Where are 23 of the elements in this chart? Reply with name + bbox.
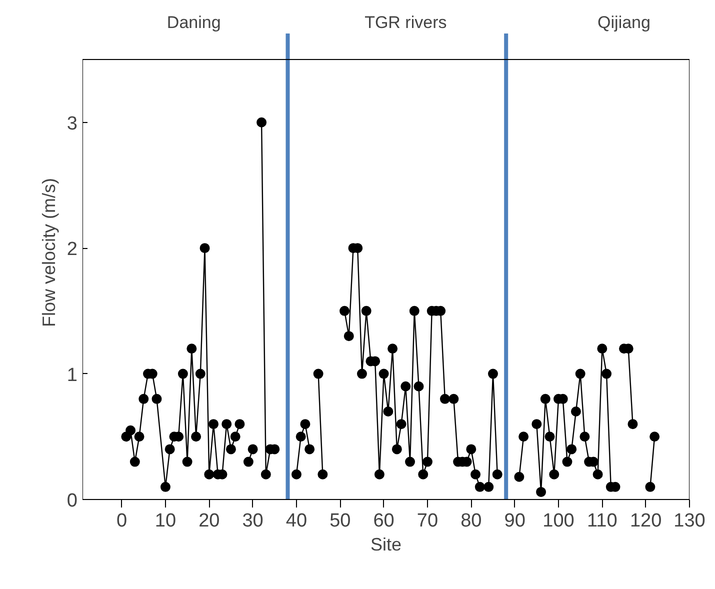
text: TGR rivers — [364, 13, 447, 32]
x-tick-label: 50 — [330, 510, 351, 532]
x-tick-label: 90 — [504, 510, 526, 532]
x-tick-label: 100 — [542, 510, 574, 532]
x-tick-label: 20 — [198, 510, 220, 532]
y-axis-title: Flow velocity (m/s) — [38, 178, 59, 328]
x-tick-label: 70 — [416, 510, 438, 532]
y-tick-label: 1 — [66, 364, 78, 386]
x-tick-label: 0 — [116, 510, 128, 532]
x-axis-title: Site — [370, 534, 402, 554]
x-tick-label: 40 — [286, 510, 308, 532]
x-tick-label: 130 — [674, 510, 706, 532]
x-tick-label: 80 — [460, 510, 482, 532]
y-tick-label: 0 — [66, 490, 78, 512]
x-tick-label: 110 — [587, 510, 618, 532]
x-tick-label: 10 — [154, 510, 176, 532]
x-tick-label: 60 — [373, 510, 394, 532]
x-tick-label: 30 — [242, 510, 264, 532]
y-tick-label: 2 — [66, 239, 78, 260]
text: Qijiang — [598, 13, 650, 32]
y-tick-label: 3 — [66, 113, 78, 134]
x-tick-label: 120 — [630, 510, 662, 532]
text: Daning — [166, 13, 221, 32]
